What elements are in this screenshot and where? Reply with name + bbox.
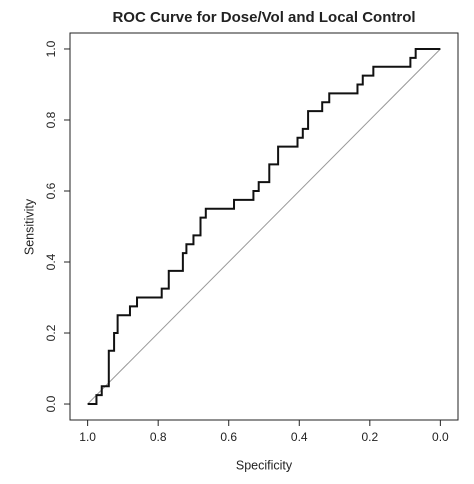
x-tick-label: 0.2 xyxy=(361,430,378,444)
plot-frame xyxy=(69,32,459,421)
x-tick-label: 0.8 xyxy=(150,430,167,444)
reference-line xyxy=(87,48,441,405)
y-tick-label: 1.0 xyxy=(44,40,58,57)
y-axis-title: Sensitivity xyxy=(22,198,36,255)
y-tick-label: 0.0 xyxy=(44,395,58,412)
roc-curve xyxy=(87,47,441,406)
y-tick-label: 0.8 xyxy=(44,111,58,128)
y-tick-label: 0.4 xyxy=(44,253,58,270)
x-tick-label: 0.4 xyxy=(291,430,308,444)
x-tick-label: 0.6 xyxy=(220,430,237,444)
y-tick-label: 0.6 xyxy=(44,182,58,199)
x-tick-label: 1.0 xyxy=(79,430,96,444)
y-tick-label: 0.2 xyxy=(44,324,58,341)
chart-title: ROC Curve for Dose/Vol and Local Control xyxy=(112,9,415,26)
x-tick-label: 0.0 xyxy=(432,430,449,444)
x-axis-title: Specificity xyxy=(236,458,293,472)
